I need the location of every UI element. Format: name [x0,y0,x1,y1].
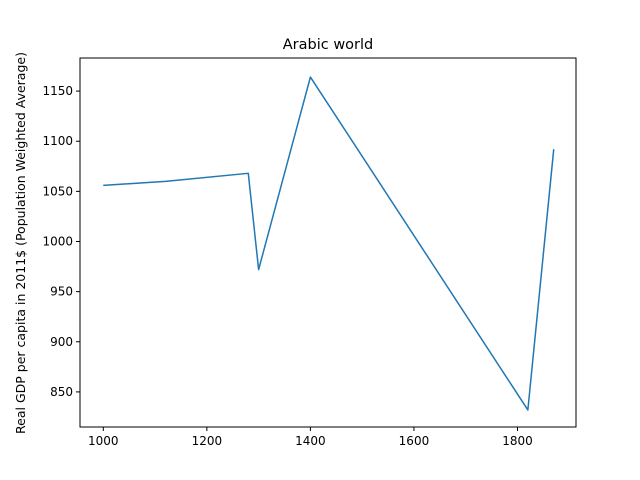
y-tick-label: 1150 [42,84,73,98]
x-tick-label: 1000 [88,434,119,448]
y-tick-label: 900 [50,335,73,349]
y-axis-label: Real GDP per capita in 2011$ (Population… [13,52,28,434]
x-tick-label: 1400 [295,434,326,448]
plot-area [103,76,555,411]
y-tick-label: 1050 [42,184,73,198]
y-tick-label: 1100 [42,134,73,148]
axis-ticks: 1000 1200 1400 1600 1800 850 900 950 1000 1050 110… [42,84,532,448]
y-tick-label: 1000 [42,234,73,248]
x-tick-label: 1200 [192,434,223,448]
chart-title: Arabic world [283,37,374,53]
x-tick-label: 1800 [502,434,533,448]
x-tick-label: 1600 [399,434,430,448]
y-tick-label: 950 [50,285,73,299]
axes-frame [79,57,577,428]
y-tick-label: 850 [50,385,73,399]
